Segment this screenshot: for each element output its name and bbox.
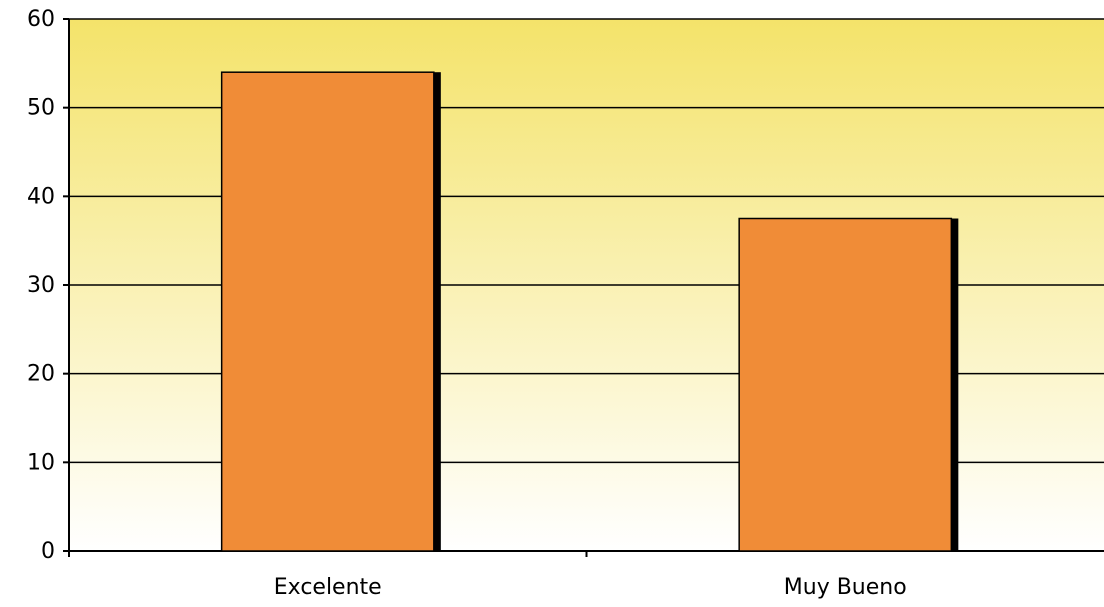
bar-1 bbox=[738, 217, 953, 552]
y-tick-labels: 0 10 20 30 40 50 60 bbox=[27, 7, 55, 564]
y-tick-label-3: 30 bbox=[27, 273, 55, 298]
x-tick-label-0: Excelente bbox=[274, 575, 382, 600]
y-tick-label-4: 40 bbox=[27, 184, 55, 209]
y-tick-label-6: 60 bbox=[27, 7, 55, 32]
y-tick-label-2: 20 bbox=[27, 362, 55, 387]
y-tick-label-0: 0 bbox=[41, 539, 55, 564]
y-tick-label-1: 10 bbox=[27, 450, 55, 475]
y-tick-label-5: 50 bbox=[27, 96, 55, 121]
x-tick-label-1: Muy Bueno bbox=[784, 575, 907, 600]
x-tick-labels: Excelente Muy Bueno bbox=[274, 575, 907, 600]
bar-0 bbox=[220, 71, 435, 552]
bars bbox=[220, 71, 959, 552]
